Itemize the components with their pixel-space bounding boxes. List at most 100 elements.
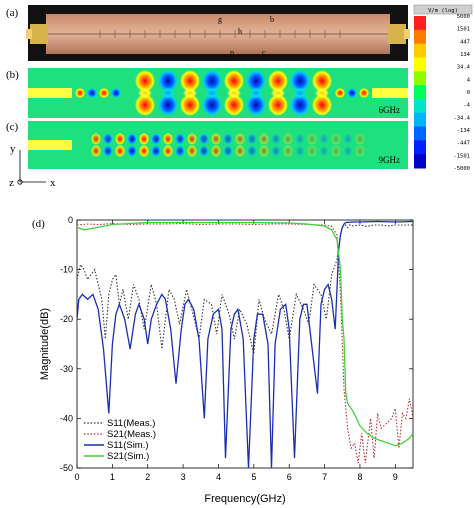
axis-y-label: y [10, 143, 16, 155]
field-lobe [319, 145, 329, 157]
freq-6ghz: 6GHz [379, 105, 401, 115]
colorbar-tick-label: 447 [460, 39, 470, 45]
field-lobe [268, 70, 288, 92]
field-lobe [103, 133, 113, 145]
field-lobe [283, 133, 293, 145]
field-lobe [103, 145, 113, 157]
field-lobe [290, 70, 310, 92]
field-map-9ghz: 9GHz [28, 121, 408, 169]
field-lobe [151, 133, 161, 145]
field-lobe [249, 88, 263, 98]
field-lobe [99, 88, 109, 98]
field-lobe [175, 133, 185, 145]
colorbar-tick-label: -134 [457, 128, 471, 134]
field-lobe [180, 94, 200, 116]
colorbar-tick-label: -34.4 [453, 115, 470, 121]
panel-a-label: (a) [6, 7, 19, 19]
colorbar-tick-label: -447 [457, 141, 470, 147]
field-lobe [205, 88, 219, 98]
field-lobe [295, 133, 305, 145]
field-lobe [151, 145, 161, 157]
field-lobe [295, 145, 305, 157]
y-tick-label: -20 [60, 314, 73, 324]
x-tick-label: 2 [145, 472, 150, 482]
plot-frame [76, 219, 414, 469]
field-lobe [135, 94, 155, 116]
x-tick-label: 3 [181, 472, 186, 482]
x-tick-label: 9 [393, 472, 398, 482]
field-lobe [139, 133, 149, 145]
field-lobe [199, 145, 209, 157]
field-lobe [283, 145, 293, 157]
field-map-6ghz: 6GHz [28, 68, 408, 118]
colorbar-title: V/m (log) [428, 8, 458, 14]
field-lobe [163, 133, 173, 145]
colorbar-tick-label: 1501 [457, 27, 470, 33]
y-tick-label: -10 [60, 265, 73, 275]
colorbar-tick-label: 134 [460, 52, 471, 58]
colorbar: V/m (log) 5000 1501 447 134 34.4 4 0 -4 -34.4 -13… [413, 4, 473, 172]
series-line-2 [77, 222, 413, 464]
field-lobe [359, 88, 369, 98]
field-lobe [211, 133, 221, 145]
colorbar-band [414, 98, 426, 114]
dim-h: h [238, 27, 242, 36]
field-lobe [259, 133, 269, 145]
field-lobe [127, 133, 137, 145]
field-lobe [138, 88, 152, 98]
field-lobe [115, 133, 125, 145]
field-lobe [183, 88, 197, 98]
field-lobe [158, 70, 178, 92]
colorbar-band [414, 85, 426, 100]
field-lobe [335, 88, 345, 98]
prototype-photo: g h b p c [26, 5, 410, 61]
series-line-1 [77, 224, 413, 355]
axis-x-label: x [50, 177, 56, 189]
field-lobe [343, 133, 353, 145]
field-lobe [307, 145, 317, 157]
colorbar-band [414, 57, 426, 72]
field-lobe [224, 94, 244, 116]
field-lobe [235, 145, 245, 157]
field-lobe [180, 70, 200, 92]
colorbar-band [414, 16, 426, 31]
x-tick-label: 6 [287, 472, 292, 482]
field-lobe [227, 88, 241, 98]
field-lobe [355, 133, 365, 145]
colorbar-band [414, 43, 426, 58]
panel-c-label: (c) [6, 121, 19, 133]
colorbar-band [414, 71, 426, 86]
field-lobe [343, 145, 353, 157]
field-lobe [211, 145, 221, 157]
legend: S11(Meas.)S21(Meas.)S11(Sim.)S21(Sim.) [84, 418, 156, 462]
field-lobe [319, 133, 329, 145]
y-tick-label: -30 [60, 364, 73, 374]
legend-label: S21(Sim.) [107, 451, 149, 462]
dim-g: g [218, 15, 222, 24]
field-lobe [91, 145, 101, 157]
field-lobe [199, 133, 209, 145]
axis-z-label: z [9, 177, 14, 189]
dim-c: c [262, 48, 266, 57]
field-lobe [224, 70, 244, 92]
series-line-4 [77, 221, 413, 447]
x-tick-label: 1 [110, 472, 115, 482]
dim-b: b [270, 15, 274, 24]
colorbar-tick-label: 4 [467, 77, 471, 83]
field-lobe [115, 145, 125, 157]
y-tick-label: -50 [60, 463, 73, 473]
colorbar-tick-label: 0 [467, 90, 470, 96]
y-axis-label: Magnitude(dB) [39, 308, 51, 380]
legend-label: S21(Meas.) [107, 429, 156, 440]
field-lobe [331, 145, 341, 157]
field-lobe [271, 145, 281, 157]
field-lobe [293, 88, 307, 98]
x-axis-label: Frequency(GHz) [204, 493, 285, 505]
field-lobe [91, 133, 101, 145]
field-lobe [223, 145, 233, 157]
field-lobe [247, 145, 257, 157]
colorbar-band [414, 112, 426, 128]
field-lobe [139, 145, 149, 157]
field-lobe [135, 70, 155, 92]
field-lobe [246, 94, 266, 116]
